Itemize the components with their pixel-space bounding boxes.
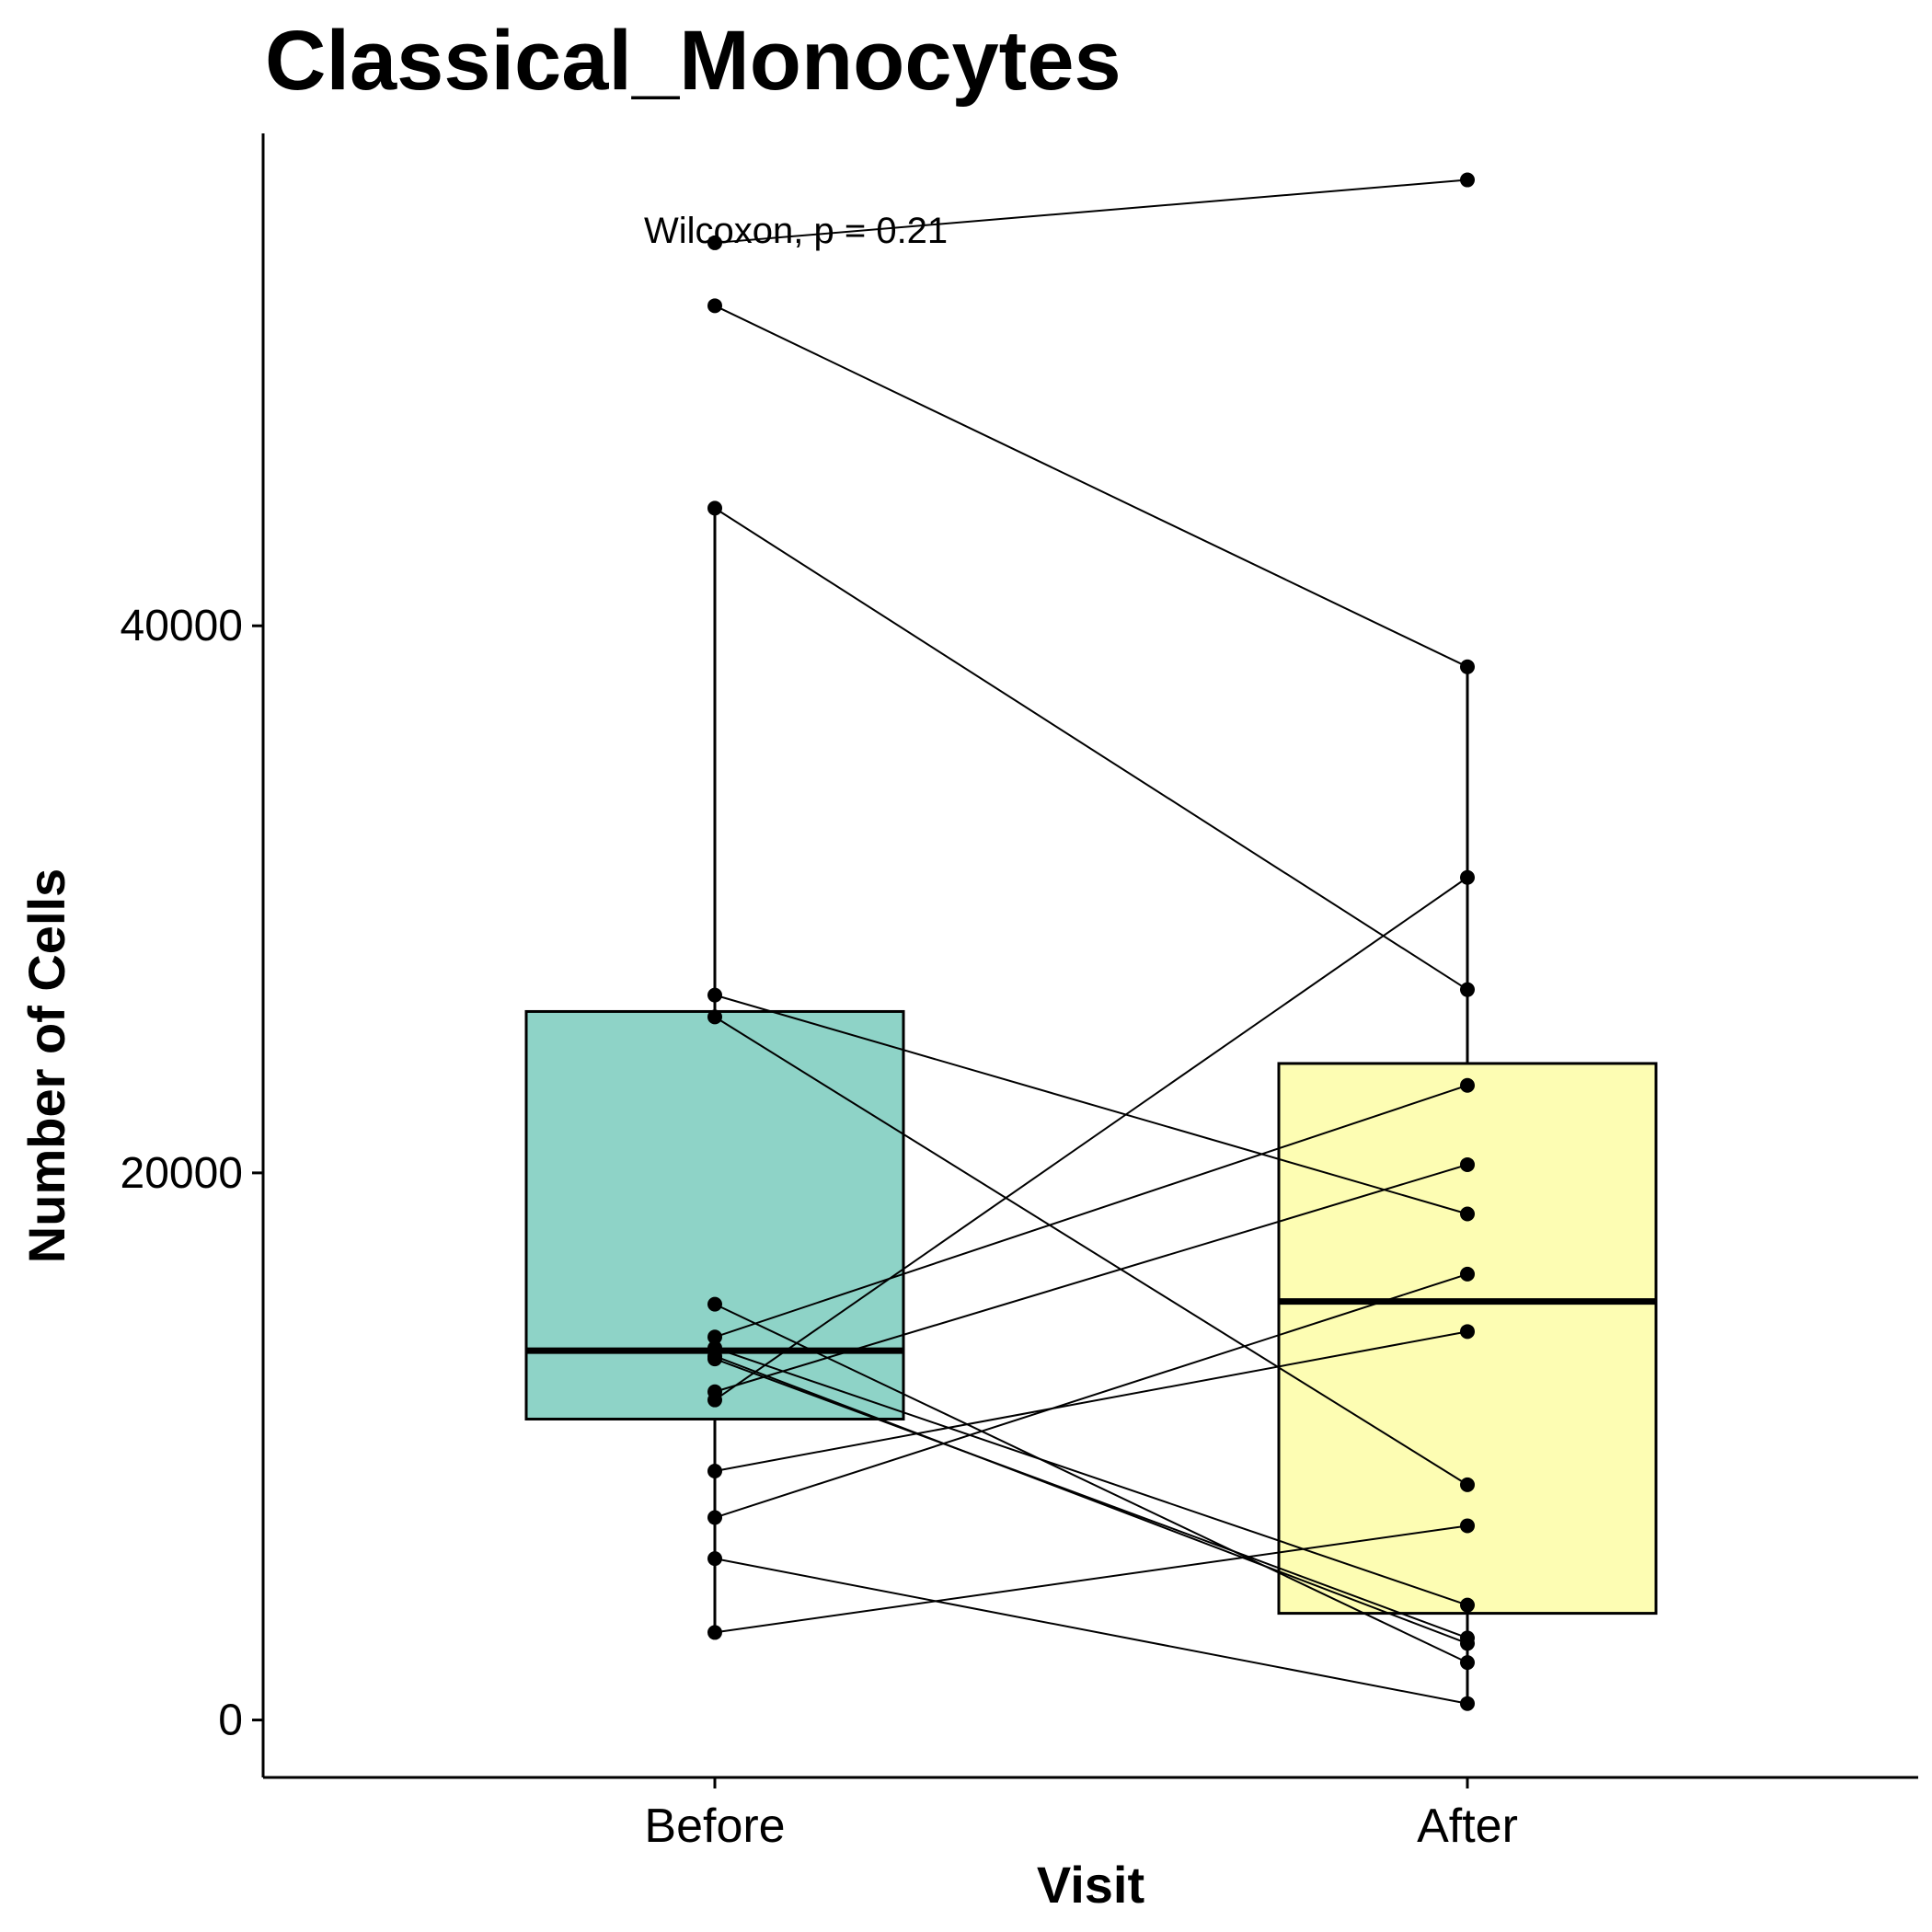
data-point-before (707, 1510, 722, 1525)
ticks-layer: 0 20000 40000 Before After (121, 602, 1518, 1853)
points-layer (707, 172, 1475, 1711)
paired-lines-layer (714, 178, 1468, 1705)
pair-line (714, 1016, 1468, 1486)
pair-line (714, 1524, 1468, 1634)
pair-line (714, 1358, 1468, 1639)
pair-line (714, 1084, 1468, 1339)
data-point-after (1460, 869, 1475, 885)
data-point-before (707, 1009, 722, 1025)
data-point-before (707, 987, 722, 1003)
data-point-after (1460, 1156, 1475, 1172)
chart-title: Classical_Monocytes (265, 14, 1121, 108)
data-point-after (1460, 1597, 1475, 1613)
box-layer (524, 508, 1658, 1704)
data-point-before (707, 298, 722, 314)
pair-line (714, 1558, 1468, 1705)
data-point-after (1460, 1206, 1475, 1222)
pair-line (714, 1355, 1468, 1645)
data-point-after (1460, 1324, 1475, 1340)
y-tick-label: 40000 (121, 602, 243, 650)
data-point-after (1460, 172, 1475, 188)
pair-line (714, 305, 1468, 668)
pair-line (714, 1272, 1468, 1519)
data-point-before (707, 1296, 722, 1312)
data-point-before (707, 1329, 722, 1345)
x-tick-label: After (1417, 1800, 1518, 1853)
data-point-before (707, 1351, 722, 1367)
data-point-after (1460, 1655, 1475, 1671)
data-point-before (707, 1463, 722, 1478)
y-tick-label: 20000 (121, 1149, 243, 1198)
data-point-before (707, 1392, 722, 1408)
y-tick-label: 0 (218, 1696, 243, 1745)
wilcoxon-annotation: Wilcoxon, p = 0.21 (644, 211, 948, 251)
pair-line (714, 1347, 1468, 1606)
data-point-before (707, 500, 722, 516)
data-point-before (707, 235, 722, 250)
y-axis-title: Number of Cells (17, 868, 75, 1263)
pair-line (714, 507, 1468, 991)
pair-line (714, 1330, 1468, 1472)
data-point-after (1460, 982, 1475, 997)
x-tick-label: Before (644, 1800, 785, 1853)
data-point-before (707, 1551, 722, 1567)
pair-line (714, 1303, 1468, 1664)
data-point-after (1460, 659, 1475, 674)
pair-line (714, 1164, 1468, 1393)
data-point-before (707, 1625, 722, 1640)
axes-layer (261, 133, 1918, 1779)
data-point-after (1460, 1630, 1475, 1646)
data-point-after (1460, 1696, 1475, 1711)
data-point-after (1460, 1477, 1475, 1492)
pair-line (714, 178, 1468, 244)
data-point-after (1460, 1266, 1475, 1282)
pair-line (714, 876, 1468, 1401)
data-point-after (1460, 1518, 1475, 1534)
x-axis-title: Visit (1037, 1856, 1144, 1914)
data-point-after (1460, 1077, 1475, 1093)
pair-line (714, 994, 1468, 1215)
